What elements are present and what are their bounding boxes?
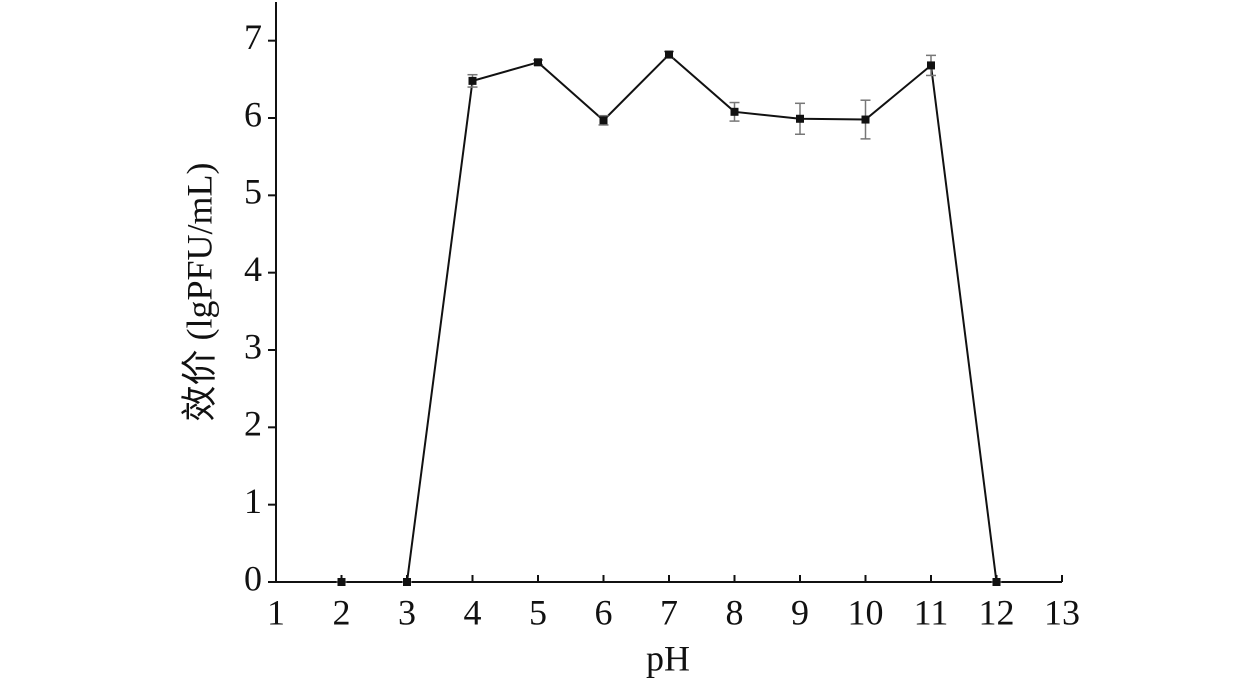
x-tick-label: 8 bbox=[726, 592, 744, 632]
y-tick-label: 0 bbox=[244, 558, 262, 598]
x-tick-label: 12 bbox=[979, 592, 1015, 632]
marker bbox=[337, 578, 346, 586]
x-tick-label: 1 bbox=[267, 592, 285, 632]
x-tick-label: 2 bbox=[333, 592, 351, 632]
data-line bbox=[341, 53, 998, 583]
y-tick-label: 2 bbox=[244, 404, 262, 444]
y-tick-label: 6 bbox=[244, 94, 262, 134]
x-tick-label: 13 bbox=[1044, 592, 1080, 632]
marker bbox=[796, 114, 804, 123]
marker bbox=[599, 116, 608, 125]
x-tick-label: 9 bbox=[791, 592, 809, 632]
x-tick-label: 6 bbox=[595, 592, 613, 632]
x-tick-label: 5 bbox=[529, 592, 547, 632]
x-tick-label: 11 bbox=[914, 592, 949, 632]
marker bbox=[665, 50, 673, 59]
marker bbox=[927, 61, 935, 70]
y-tick-label: 1 bbox=[244, 481, 262, 521]
marker bbox=[992, 578, 1001, 586]
x-axis-label: pH bbox=[646, 638, 690, 678]
x-tick-label: 10 bbox=[848, 592, 884, 632]
x-tick-label: 7 bbox=[660, 592, 678, 632]
x-tick-label: 4 bbox=[464, 592, 482, 632]
y-tick-label: 7 bbox=[244, 17, 262, 57]
y-axis-label: 效价 (lgPFU/mL) bbox=[179, 162, 219, 421]
marker bbox=[468, 76, 477, 85]
marker bbox=[534, 58, 542, 67]
y-tick-label: 4 bbox=[244, 249, 262, 289]
y-tick-label: 5 bbox=[244, 172, 262, 212]
x-tick-label: 3 bbox=[398, 592, 416, 632]
marker bbox=[403, 578, 411, 586]
y-tick-label: 3 bbox=[244, 326, 262, 366]
marker bbox=[861, 115, 870, 124]
marker bbox=[730, 107, 739, 116]
